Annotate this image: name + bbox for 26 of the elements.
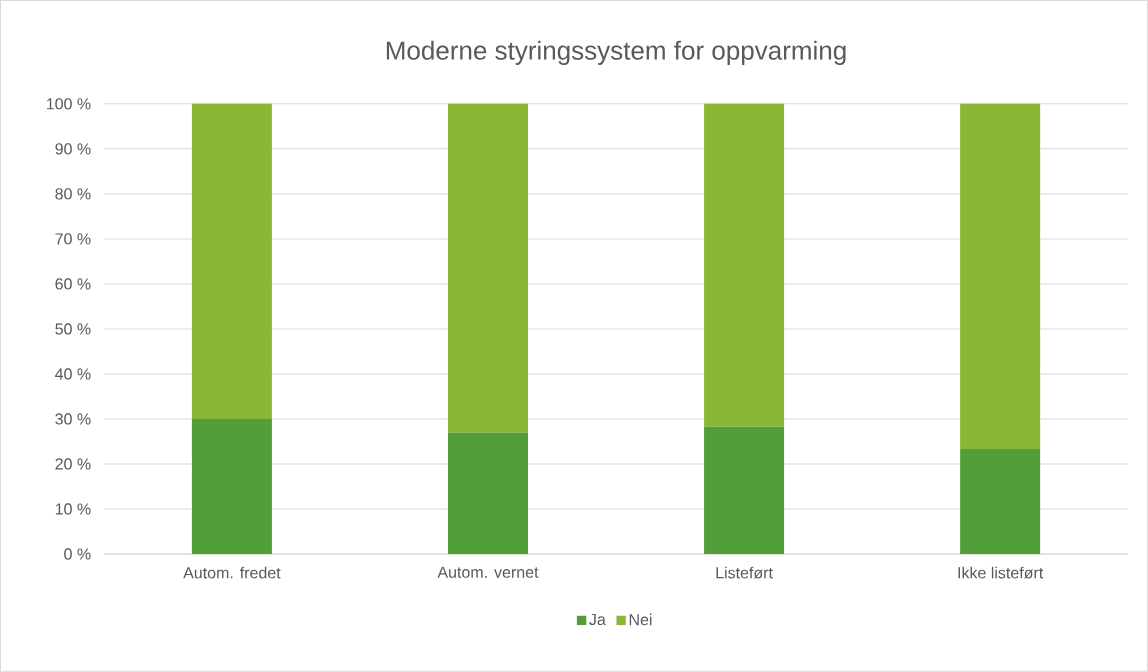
bar bbox=[447, 103, 528, 433]
y-tick-label: 100 % bbox=[46, 98, 91, 110]
bar bbox=[191, 103, 272, 420]
legend-label: Nei bbox=[629, 613, 652, 626]
y-tick-label: 60 % bbox=[55, 278, 91, 290]
bar bbox=[960, 103, 1041, 450]
y-tick-label: 0 % bbox=[64, 548, 91, 560]
x-tick-label: Autom. fredet bbox=[183, 566, 281, 579]
y-tick-label: 80 % bbox=[55, 188, 91, 200]
legend-label: Ja bbox=[589, 613, 606, 626]
bar bbox=[704, 103, 785, 427]
y-tick-label: 30 % bbox=[55, 413, 91, 425]
y-tick-label: 70 % bbox=[55, 233, 91, 245]
y-tick-label: 20 % bbox=[55, 458, 91, 470]
x-tick-label: Listeført bbox=[716, 566, 773, 579]
x-tick-label: Autom. vernet bbox=[437, 566, 539, 578]
y-tick-label: 50 % bbox=[55, 323, 91, 335]
bar bbox=[960, 449, 1041, 555]
y-tick-label: 10 % bbox=[55, 503, 91, 515]
bar bbox=[191, 419, 272, 555]
chart-title: Moderne styringssystem for oppvarming bbox=[386, 40, 846, 66]
bar bbox=[704, 426, 785, 555]
y-tick-label: 40 % bbox=[55, 368, 91, 380]
x-tick-label: Ikke listeført bbox=[958, 566, 1044, 579]
y-tick-label: 90 % bbox=[55, 143, 91, 155]
bar bbox=[447, 432, 528, 555]
